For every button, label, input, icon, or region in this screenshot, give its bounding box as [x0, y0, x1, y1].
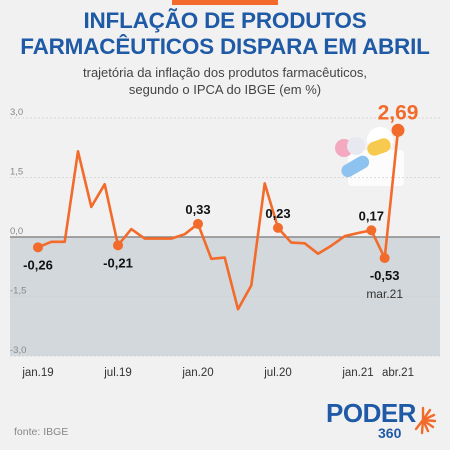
logo-number: 360 [378, 425, 402, 441]
data-label: -0,26 [23, 257, 53, 272]
x-tick-label: jan.20 [181, 367, 213, 379]
y-tick-label: 3,0 [10, 107, 23, 118]
data-point [113, 240, 123, 251]
chart-title: INFLAÇÃO DE PRODUTOS FARMACÊUTICOS DISPA… [0, 8, 450, 60]
sunburst-icon [414, 406, 437, 435]
data-point [33, 242, 43, 253]
source-note: fonte: IBGE [14, 426, 69, 438]
y-tick-label: 1,5 [10, 167, 23, 178]
data-label: -0,53 [370, 268, 400, 283]
title-line-1: INFLAÇÃO DE PRODUTOS [83, 8, 367, 33]
data-point [379, 253, 390, 264]
x-tick-label: jul.19 [103, 367, 132, 379]
data-point [273, 222, 283, 233]
series-line [36, 129, 400, 311]
subtitle-line-2: segundo o IPCA do IBGE (em %) [128, 82, 322, 97]
data-point [391, 123, 405, 137]
y-tick-label: -3,0 [10, 345, 26, 356]
y-tick-label: 0,0 [10, 226, 23, 237]
x-tick-label: jan.19 [21, 367, 53, 379]
data-label: 0,23 [265, 206, 290, 221]
x-tick-label: jan.21 [341, 367, 373, 379]
poder360-logo: PODER 360 [326, 398, 438, 442]
data-label: -0,21 [103, 255, 133, 270]
pills-icon [335, 127, 404, 186]
data-point [193, 218, 203, 229]
data-label: 0,17 [359, 208, 384, 223]
data-label: 0,33 [185, 202, 210, 217]
x-tick-label: abr.21 [382, 367, 414, 379]
x-tick-label: jul.20 [263, 367, 292, 379]
logo-word: PODER [326, 398, 416, 428]
data-label: 2,69 [378, 101, 419, 124]
data-point [366, 225, 377, 236]
y-tick-label: -1,5 [10, 286, 26, 297]
title-line-2: FARMACÊUTICOS DISPARA EM ABRIL [20, 34, 430, 59]
subtitle-line-1: trajetória da inflação dos produtos farm… [83, 65, 367, 80]
annotation-label: mar.21 [366, 287, 403, 301]
chart-subtitle: trajetória da inflação dos produtos farm… [0, 64, 450, 98]
top-accent-bar [172, 0, 278, 5]
